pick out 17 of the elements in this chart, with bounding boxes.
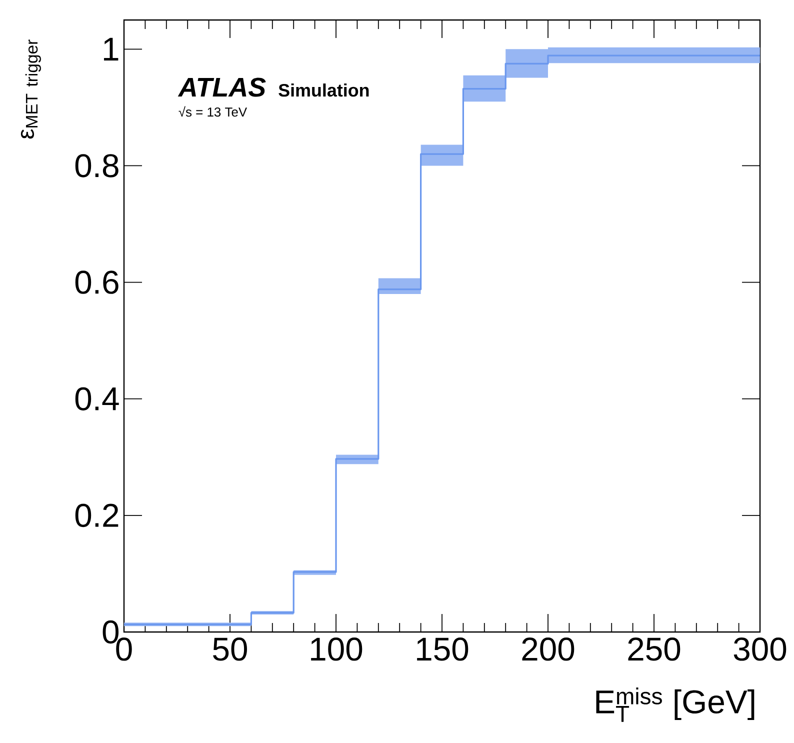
x-tick-label: 50	[213, 638, 247, 661]
annotation: Simulation	[278, 83, 369, 97]
y-tick-label: 0	[102, 620, 119, 644]
y-axis-title: $\mbox{ε}_{\mathrm{MET\ trigger}}$	[20, 40, 41, 139]
annotation: ATLAS	[178, 78, 266, 97]
x-tick-label: 150	[417, 638, 468, 661]
y-tick-label: 0.8	[75, 154, 118, 178]
x-tick-label: 300	[734, 638, 786, 661]
y-tick-label: 0.6	[75, 270, 118, 294]
y-tick-label: 0.2	[75, 504, 118, 528]
x-axis-title: $\mathrm{E}_{\mathrm{T}}^{\mathrm{miss}}\ \mbox{[GeV]}$	[596, 688, 754, 722]
y-tick-label: 1	[104, 38, 118, 60]
x-tick-label: 100	[311, 638, 362, 661]
x-tick-label: 200	[522, 638, 574, 661]
annotation: √s = 13 TeV	[178, 106, 248, 117]
y-tick-label: 0.4	[75, 387, 119, 410]
x-tick-label: 250	[628, 638, 680, 661]
